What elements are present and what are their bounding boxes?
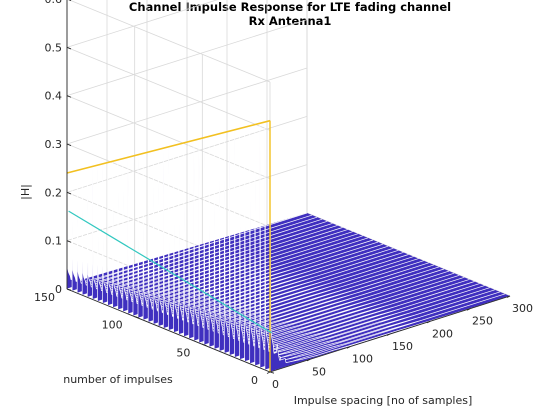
peak-ridge-line: [66, 119, 271, 174]
grid-sidewall-z: [68, 0, 271, 83]
z-tick: [66, 240, 72, 243]
y-axis-line: [66, 288, 271, 373]
z-tick-label: 0.6: [45, 0, 63, 6]
z-tick: [68, 0, 72, 2]
grid-sidewall-z: [66, 46, 271, 131]
z-tick-label: 0: [55, 283, 62, 296]
x-tick-label: 200: [432, 327, 453, 340]
surface-slice: [269, 120, 511, 373]
y-axis-label: number of impulses: [63, 373, 173, 386]
y-tick-label: 50: [176, 346, 190, 359]
z-tick: [66, 95, 72, 98]
x-tick: [386, 333, 391, 336]
grid-backwall-z: [66, 19, 308, 97]
x-tick: [306, 358, 311, 362]
y-tick-label: 100: [102, 319, 123, 332]
x-tick: [346, 346, 351, 349]
chart-subtitle: Rx Antenna1: [249, 14, 332, 28]
x-tick: [506, 295, 511, 298]
z-tick: [66, 46, 72, 50]
x-axis-label: Impulse spacing [no of samples]: [294, 394, 473, 407]
z-tick-label: 0.3: [45, 138, 63, 151]
y-tick-label: 150: [34, 291, 55, 304]
x-tick-label: 250: [472, 315, 493, 328]
y-tick: [202, 343, 207, 346]
x-tick: [466, 308, 471, 311]
x-tick-label: 300: [512, 302, 533, 315]
z-tick-label: 0.1: [45, 235, 63, 248]
x-tick-label: 150: [392, 340, 413, 353]
z-tick-label: 0.2: [45, 186, 63, 199]
x-tick-label: 50: [312, 365, 326, 378]
chart-title: Channel Impulse Response for LTE fading …: [129, 0, 451, 14]
x-tick-label: 100: [352, 353, 373, 366]
axis-layer: 05010015020025030005010015000.10.20.30.4…: [34, 0, 533, 391]
z-tick: [66, 288, 72, 292]
z-tick-label: 0.5: [45, 41, 63, 54]
y-tick: [269, 371, 275, 374]
x-tick: [266, 371, 271, 374]
z-tick: [66, 191, 72, 195]
grid-sidewall-z: [66, 95, 271, 180]
y-tick-label: 0: [251, 374, 258, 387]
z-axis-label: |H|: [19, 184, 32, 200]
grid-backwall-z: [66, 0, 218, 48]
x-tick: [426, 320, 431, 324]
z-tick: [66, 143, 72, 147]
z-tick-label: 0.4: [45, 90, 63, 103]
x-tick-label: 0: [272, 378, 279, 391]
surface-layer: [66, 119, 511, 373]
y-tick: [134, 316, 139, 319]
secondary-ridge-line: [68, 210, 272, 334]
